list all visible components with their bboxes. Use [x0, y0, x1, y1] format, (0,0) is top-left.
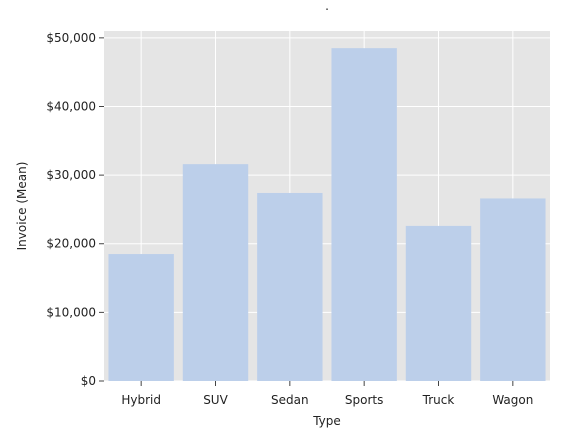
y-axis-ticks: $0 $10,000 $20,000 $30,000 $40,000 $50,000: [46, 31, 104, 388]
bar-sports: [331, 48, 397, 382]
y-axis-label: Invoice (Mean): [15, 162, 29, 251]
y-tick-label: $10,000: [46, 305, 96, 319]
y-tick-label: $0: [81, 374, 96, 388]
bar-wagon: [480, 198, 546, 381]
x-tick-label-wagon: Wagon: [492, 393, 533, 407]
y-tick-label: $20,000: [46, 237, 96, 251]
x-axis-label: Type: [312, 414, 341, 428]
bar-truck: [405, 225, 472, 381]
y-tick-label: $40,000: [46, 99, 96, 113]
x-tick-label-suv: SUV: [203, 393, 228, 407]
bar-suv: [182, 164, 249, 381]
bar-sedan: [257, 192, 323, 381]
y-tick-label: $50,000: [46, 31, 96, 45]
x-tick-label-sedan: Sedan: [271, 393, 309, 407]
y-tick-label: $30,000: [46, 168, 96, 182]
plot-area: [104, 31, 550, 381]
x-tick-label-truck: Truck: [422, 393, 455, 407]
x-tick-label-sports: Sports: [345, 393, 383, 407]
chart-title: .: [325, 0, 329, 13]
bars: [108, 48, 546, 382]
bar-hybrid: [108, 254, 174, 381]
x-tick-label-hybrid: Hybrid: [121, 393, 161, 407]
x-axis-ticks: Hybrid SUV Sedan Sports Truck Wagon: [121, 381, 533, 407]
